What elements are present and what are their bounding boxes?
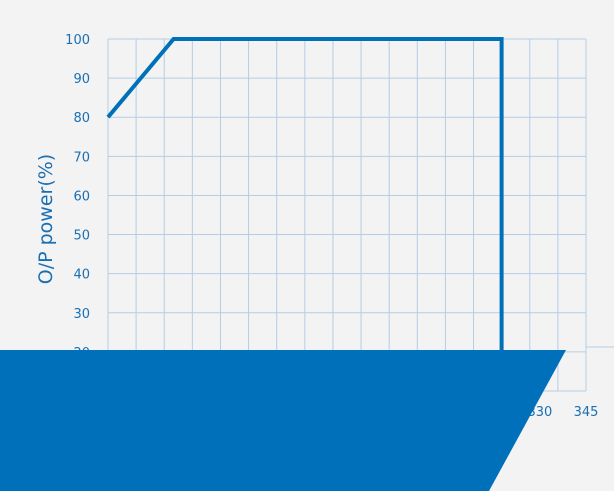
y-tick-label: 30 — [73, 307, 90, 322]
decorative-blue-banner — [0, 350, 566, 491]
y-axis-ticks: 2030405060708090100 — [65, 33, 90, 361]
y-axis-label: O/P power(%) — [35, 154, 57, 284]
y-tick-label: 80 — [73, 111, 90, 126]
y-tick-label: 40 — [73, 268, 90, 283]
grid — [107, 38, 614, 392]
power-curve-line — [106, 37, 504, 391]
x-axis-ticks: 330 345 — [527, 405, 598, 420]
y-tick-label: 90 — [73, 72, 90, 87]
y-tick-label: 50 — [73, 229, 90, 244]
y-tick-label: 70 — [73, 150, 90, 165]
y-tick-label: 100 — [65, 33, 90, 48]
y-tick-label: 60 — [73, 189, 90, 204]
x-tick-label: 345 — [574, 405, 599, 420]
